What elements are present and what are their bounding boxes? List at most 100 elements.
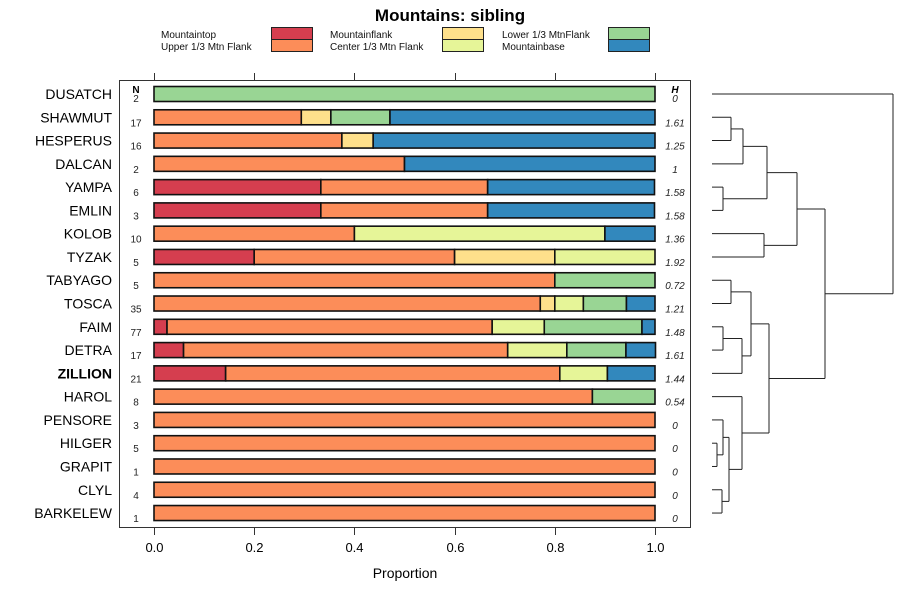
bar-row: TOSCA 35 1.21 [64,295,685,316]
h-value: 1.58 [665,188,685,199]
legend-swatch [608,39,650,52]
n-value: 5 [133,444,139,455]
bar-segment [506,341,568,359]
bar-row: YAMPA 6 1.58 [65,178,685,199]
bar-segment [389,108,656,126]
h-value: 1.61 [665,118,684,129]
bar-segment [153,202,322,219]
bar-segment [153,318,168,336]
bar-row: PENSORE 3 0 [44,411,678,432]
bar-segment [166,318,493,336]
legend-label: Upper 1/3 Mtn Flank [161,42,253,53]
bar-row: CLYL 4 0 [78,481,678,502]
chart-title: Mountains: sibling [375,6,525,25]
n-value: 2 [133,94,139,105]
bar-segment [553,248,656,266]
bar-segment [153,504,656,522]
bar-segment [372,132,656,149]
bar-segment [224,365,561,382]
bar-segment [153,458,656,475]
x-axis: 0.0 0.2 0.4 0.6 0.8 1.0 [145,73,665,555]
n-value: 2 [133,165,139,176]
bar-segment [353,225,606,242]
bar-row: KOLOB 10 1.36 [64,225,685,246]
legend-swatch [271,39,313,52]
legend-label: Center 1/3 Mtn Flank [330,42,424,53]
bar-segment [486,202,656,219]
h-value: 1.25 [665,142,685,153]
n-value: 3 [133,211,139,222]
row-label: DETRA [65,342,113,358]
bar-segment [153,481,656,499]
row-label: BARKELEW [34,505,113,521]
bar-segment [539,295,556,312]
n-value: 21 [130,374,142,385]
row-label: KOLOB [64,226,112,242]
n-value: 1 [133,467,139,478]
bar-segment [153,271,556,289]
bar-row: HILGER 5 0 [60,434,678,455]
legend-swatch [442,27,484,40]
bar-segment [543,318,643,336]
bar-segment [153,85,656,103]
row-label: GRAPIT [60,458,113,474]
bar-row: DUSATCH 2 0 [45,85,678,105]
row-label: TOSCA [64,296,113,312]
bar-row: BARKELEW 1 0 [34,504,678,525]
row-label: CLYL [78,482,112,498]
n-value: 77 [130,328,142,339]
h-value: 0 [672,491,678,502]
row-label: HESPERUS [35,133,112,149]
bar-segment [582,295,628,312]
bar-segment [453,248,556,266]
h-value: 1.21 [665,305,684,316]
legend-label: Mountaintop [161,30,216,41]
row-label: YAMPA [65,179,113,195]
bar-segment [341,132,374,149]
legend-label: Mountainflank [330,30,393,41]
n-value: 5 [133,258,139,269]
bar-segment [553,295,585,312]
bar-segment [553,271,656,289]
bar-segment [330,108,391,126]
row-label: EMLIN [69,202,112,218]
row-label: DUSATCH [45,86,112,102]
n-value: 1 [133,514,139,525]
bar-segment [625,341,657,359]
n-value: 17 [130,118,142,129]
legend-swatch [608,27,650,40]
row-label: SHAWMUT [40,109,112,125]
bar-segment [606,365,656,382]
n-value: 17 [130,351,142,362]
x-tick-label: 0.2 [245,540,263,555]
bar-segment [153,248,255,266]
bar-segment [153,341,185,359]
bar-segment [153,132,343,149]
bar-row: HESPERUS 16 1.25 [35,132,685,153]
row-label: HILGER [60,435,112,451]
dendrogram [712,93,894,514]
n-column-header: N [132,85,139,96]
h-value: 1.44 [665,374,685,385]
h-value: 0 [672,467,678,478]
bar-segment [320,178,489,196]
bar-segment [491,318,546,336]
bar-segment [641,318,656,336]
h-value: 1.58 [665,211,685,222]
row-label: PENSORE [44,412,112,428]
row-label: HAROL [64,389,112,405]
bar-row: HAROL 8 0.54 [64,388,685,409]
row-label: FAIM [79,319,112,335]
n-value: 8 [133,398,139,409]
h-value: 0.72 [665,281,685,292]
bar-segment [566,341,627,359]
n-value: 10 [130,235,142,246]
bar-segment [153,178,322,196]
n-value: 3 [133,421,139,432]
n-value: 4 [133,491,139,502]
bar-row: TABYAGO 5 0.72 [46,271,685,292]
bar-row: TYZAK 5 1.92 [67,248,685,269]
bar-segment [486,178,656,196]
bar-segment [591,388,656,405]
x-tick-label: 0.8 [546,540,564,555]
